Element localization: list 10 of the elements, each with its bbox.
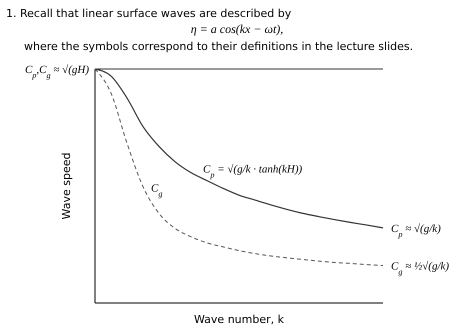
- x-axis-title: Wave number, k: [194, 313, 285, 326]
- chart-title: 1. Recall that linear surface waves are described by: [6, 7, 292, 20]
- text: C$_{g}$ ≈ ½√(g/k): [391, 260, 450, 276]
- text: C$_{p}$ ≈ √(g/k): [391, 222, 442, 238]
- series-label: C$_{p}$ = √(g/k · tanh(kH)): [203, 164, 302, 180]
- chart-subtitle: η = a cos(kx − ωt),: [190, 22, 284, 36]
- ref-line-label: C$_{p}$,C$_{g}$ ≈ √(gH): [24, 64, 90, 80]
- series-label: C$_{g}$: [151, 182, 162, 198]
- y-axis-title: Wave speed: [60, 152, 73, 220]
- text: where the symbols correspond to their definitions in the lecture slides.: [24, 40, 414, 53]
